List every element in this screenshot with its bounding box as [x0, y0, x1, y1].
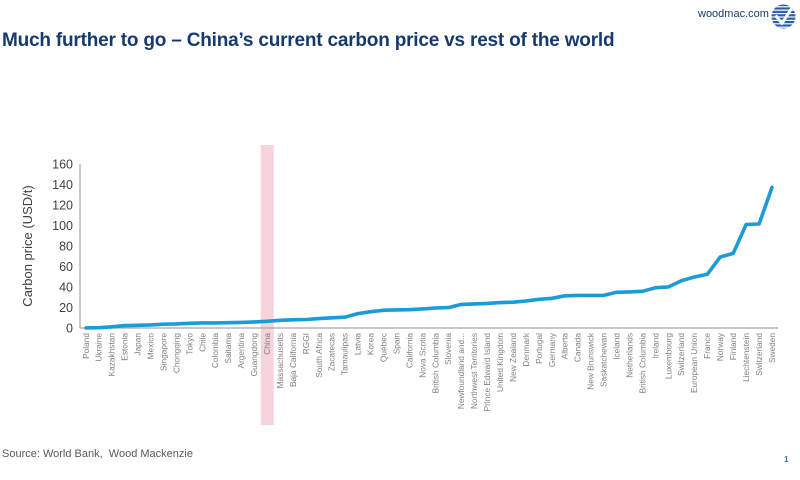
x-category-label: Ireland	[650, 333, 660, 359]
x-category-label: Chile	[197, 333, 207, 352]
woodmac-site-link[interactable]: woodmac.com	[698, 8, 769, 20]
x-category-label: Argentina	[236, 333, 246, 369]
x-category-label: Portugal	[534, 333, 544, 364]
source-note: Source: World Bank, Wood Mackenzie	[2, 448, 193, 460]
x-category-label: Saskatchewan	[599, 333, 609, 387]
x-category-label: California	[404, 333, 414, 368]
x-category-label: Sweden	[767, 333, 777, 363]
x-category-label: Spain	[391, 333, 401, 355]
x-category-label: Kazakhstan	[107, 333, 117, 377]
x-category-label: Ukraine	[94, 333, 104, 362]
woodmac-logo-icon	[771, 4, 796, 29]
x-category-label: Mexico	[146, 333, 156, 360]
x-category-label: Tokyo	[184, 333, 194, 355]
y-tick-label: 60	[59, 260, 73, 274]
y-tick-label: 40	[59, 281, 73, 295]
x-category-label: Saitama	[223, 333, 233, 364]
x-category-label: Northwest Territories	[469, 333, 479, 409]
x-category-label: Alberta	[560, 333, 570, 360]
y-tick-label: 80	[59, 240, 73, 254]
x-category-label: New Zealand	[508, 333, 518, 382]
x-category-label: Finland	[728, 333, 738, 361]
x-category-label: Colombia	[210, 333, 220, 368]
x-category-label: China	[262, 333, 272, 355]
y-tick-label: 160	[52, 158, 73, 172]
x-category-label: Nova Scotia	[417, 333, 427, 378]
x-category-label: Zacatecas	[327, 333, 337, 371]
x-category-label: Korea	[366, 333, 376, 356]
x-category-label: France	[702, 333, 712, 359]
y-tick-label: 100	[52, 219, 73, 233]
x-category-label: Guangdong	[249, 333, 259, 377]
y-tick-label: 140	[52, 178, 73, 192]
x-category-label: Massachusetts	[275, 333, 285, 388]
x-category-label: Norway	[715, 332, 725, 361]
x-category-label: Switzerland	[676, 333, 686, 376]
x-category-label: Germany	[547, 332, 557, 367]
x-category-label: United Kingdom	[495, 333, 505, 392]
x-category-label: Québec	[378, 333, 388, 362]
x-category-label: Chongqing	[171, 333, 181, 374]
x-category-label: RGGI	[301, 333, 311, 354]
x-category-label: Baja California	[288, 333, 298, 387]
x-category-label: British Columbia	[637, 333, 647, 394]
x-category-label: Tamaulipas	[340, 333, 350, 375]
x-category-label: Switzerland	[754, 333, 764, 376]
x-category-label: Newfoundland and...	[456, 333, 466, 409]
x-category-label: Liechtenstein	[741, 333, 751, 382]
x-category-label: Poland	[81, 333, 91, 359]
x-category-label: Canada	[573, 333, 583, 362]
y-tick-label: 0	[66, 322, 73, 336]
y-tick-label: 120	[52, 199, 73, 213]
x-category-label: Slovenia	[443, 333, 453, 365]
slide-title: Much further to go – China’s current car…	[2, 30, 615, 51]
x-category-label: Prince Edward Island	[482, 333, 492, 412]
x-category-label: Singapore	[158, 333, 168, 371]
china-highlight-band	[260, 145, 274, 425]
x-category-label: Luxembourg	[663, 333, 673, 380]
x-category-label: Denmark	[521, 332, 531, 367]
x-category-label: Japan	[133, 333, 143, 356]
y-tick-label: 20	[59, 301, 73, 315]
x-category-label: Netherlands	[624, 333, 634, 378]
x-category-label: European Union	[689, 333, 699, 393]
y-axis-title: Carbon price (USD/t)	[20, 185, 35, 306]
page-number: 1	[784, 455, 789, 464]
x-category-label: Estonia	[120, 333, 130, 361]
carbon-price-series-line	[84, 185, 774, 330]
x-category-label: New Brunswick	[586, 332, 596, 390]
x-category-label: British Columbia	[430, 333, 440, 394]
x-category-label: South Africa	[314, 333, 324, 378]
x-category-label: Iceland	[611, 333, 621, 360]
x-category-label: Latvia	[353, 333, 363, 356]
